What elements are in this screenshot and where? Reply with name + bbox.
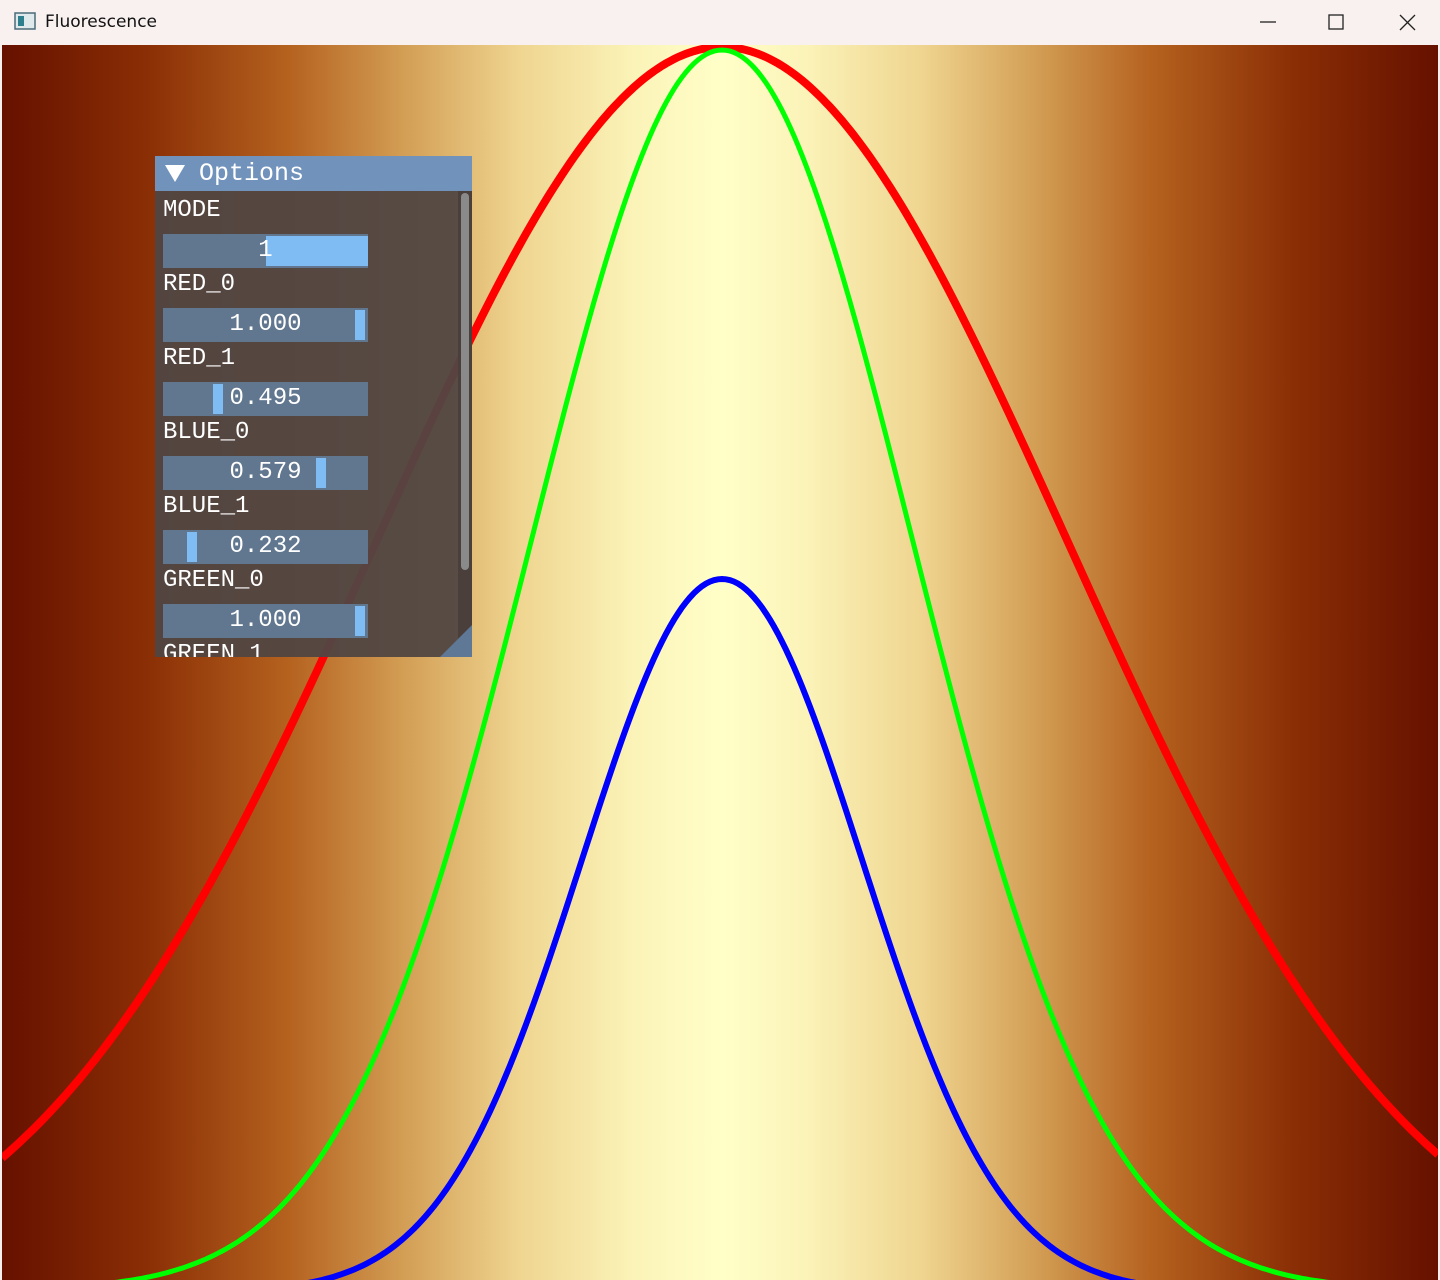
slider-value: 0.579 [229,459,302,486]
slider-value: 0.495 [229,385,302,412]
scrollbar-grab[interactable] [461,193,469,570]
control-label: BLUE_1 [163,493,250,520]
resize-grip[interactable] [440,625,472,657]
slider-value: 0.232 [229,533,302,560]
window-title: Fluorescence [45,12,157,32]
slider-grab[interactable] [316,458,326,488]
panel-title: Options [199,159,305,188]
slider[interactable]: 1.000 [163,308,368,342]
control-label: GREEN_1 [163,641,264,657]
panel-title-bar[interactable]: Options [155,156,472,191]
blue-curve [307,575,1137,1280]
close-button[interactable] [1399,14,1416,31]
control-label: RED_0 [163,271,236,298]
slider-grab[interactable] [266,236,368,266]
panel-body: MODE 1 RED_0 1.000 RED_1 0.495 BLUE_0 0.579 BLUE… [155,191,472,657]
app-icon-part [18,16,24,26]
slider[interactable]: 1 [163,234,368,268]
slider-value: 1 [258,237,273,264]
slider-grab[interactable] [355,606,365,636]
slider-grab[interactable] [213,384,223,414]
slider-value: 1.000 [229,311,302,338]
options-panel: Options MODE 1 RED_0 1.000 RED_1 0.495 BLUE_0 0… [155,156,472,657]
slider[interactable]: 0.579 [163,456,368,490]
collapse-arrow[interactable] [163,156,193,191]
red-curve [2,45,1438,1162]
scrollbar[interactable] [458,191,472,657]
control-label: GREEN_0 [163,567,264,594]
slider[interactable]: 0.495 [163,382,368,416]
title-bar-icons [14,12,1416,31]
maximize-button[interactable] [1328,14,1344,30]
control-label: RED_1 [163,345,236,372]
slider-grab[interactable] [187,532,197,562]
slider-value: 1.000 [229,607,302,634]
slider-grab[interactable] [355,310,365,340]
slider[interactable]: 1.000 [163,604,368,638]
control-label: MODE [163,197,221,224]
green-curve [114,47,1330,1280]
slider[interactable]: 0.232 [163,530,368,564]
control-label: BLUE_0 [163,419,250,446]
title-bar: Fluorescence [0,0,1440,45]
